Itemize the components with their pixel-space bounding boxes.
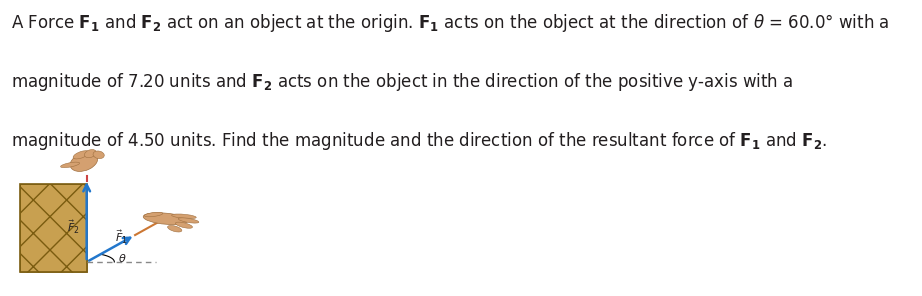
Ellipse shape (85, 149, 96, 158)
Bar (20, 184, 87, 272)
Ellipse shape (143, 213, 188, 225)
Text: magnitude of 7.20 units and $\bf{F_2}$ acts on the object in the direction of th: magnitude of 7.20 units and $\bf{F_2}$ a… (11, 71, 794, 93)
Text: A Force $\bf{F_1}$ and $\bf{F_2}$ act on an object at the origin. $\bf{F_1}$ act: A Force $\bf{F_1}$ and $\bf{F_2}$ act on… (11, 12, 890, 34)
Ellipse shape (178, 218, 199, 223)
Ellipse shape (175, 222, 193, 228)
Ellipse shape (168, 226, 182, 232)
Bar (20, 184, 87, 272)
Ellipse shape (93, 151, 104, 159)
Text: $\vec{F}_1$: $\vec{F}_1$ (115, 229, 128, 246)
Ellipse shape (70, 152, 98, 171)
Ellipse shape (73, 151, 89, 159)
Text: $\vec{F}_2$: $\vec{F}_2$ (66, 218, 79, 236)
Ellipse shape (171, 214, 196, 219)
Text: magnitude of 4.50 units. Find the magnitude and the direction of the resultant f: magnitude of 4.50 units. Find the magnit… (11, 130, 828, 152)
Ellipse shape (61, 162, 79, 168)
Ellipse shape (145, 212, 162, 217)
Text: $\theta$: $\theta$ (118, 252, 126, 263)
